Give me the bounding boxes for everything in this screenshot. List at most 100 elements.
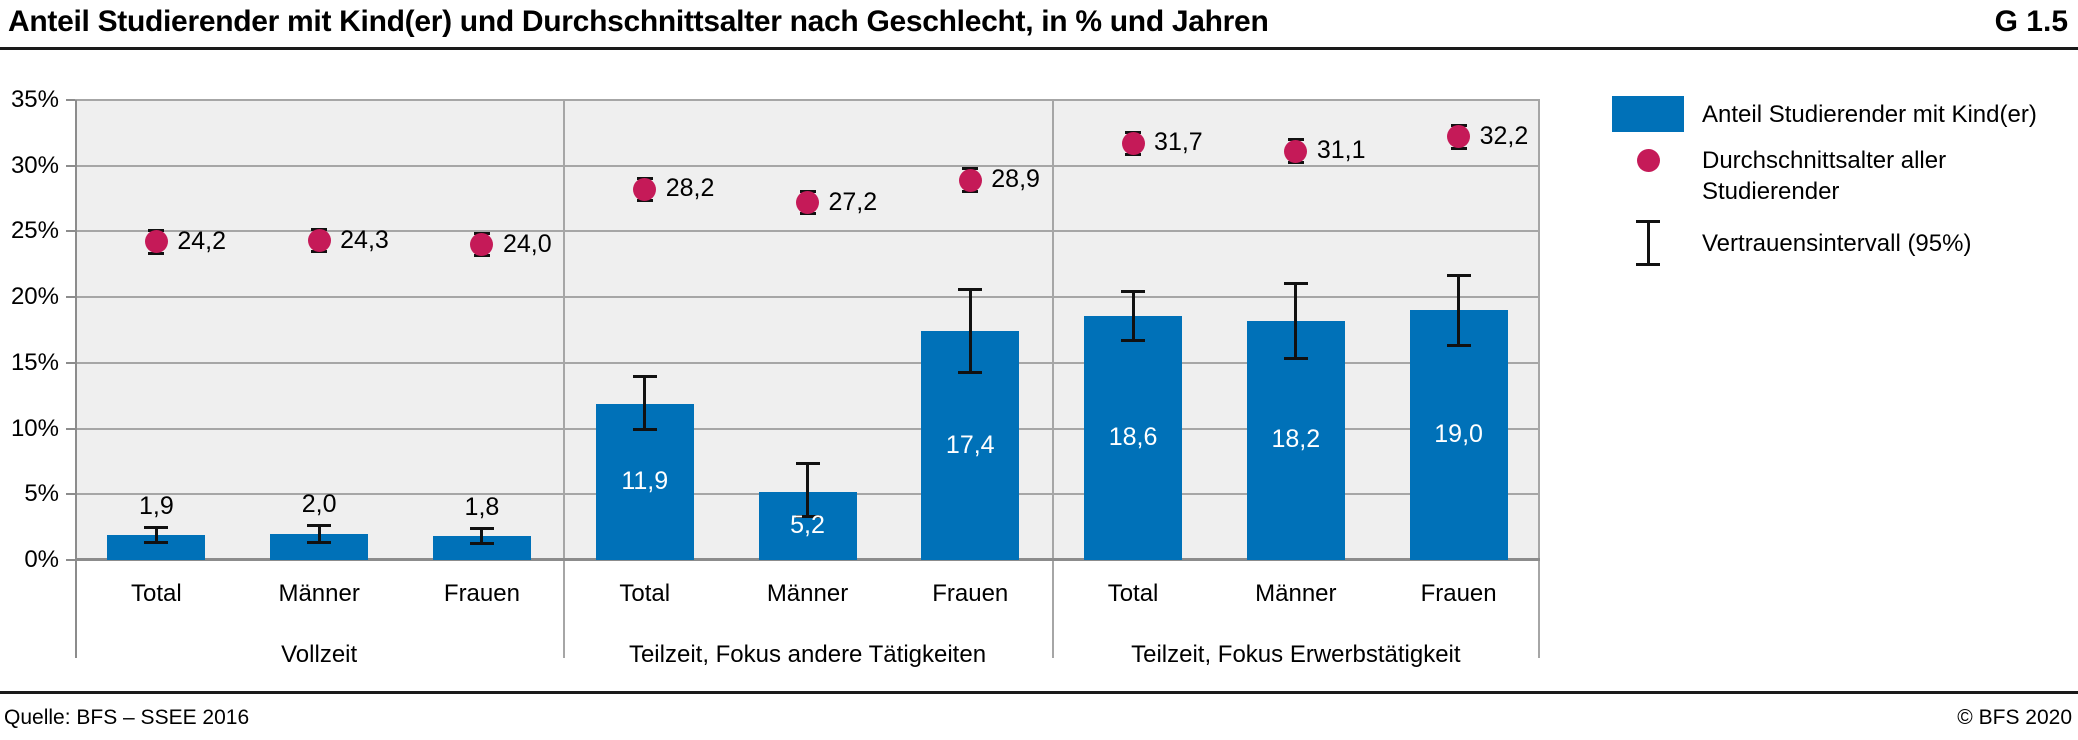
y-axis-tick: [66, 230, 75, 233]
age-value-label: 31,1: [1316, 136, 1366, 165]
x-category-label: Frauen: [1420, 580, 1497, 607]
x-category-label: Männer: [278, 580, 360, 607]
age-dot: [144, 230, 168, 254]
error-bar-cap: [958, 371, 983, 375]
x-category-label: Total: [1107, 580, 1159, 607]
error-bar-cap: [307, 523, 332, 527]
error-bar-line: [968, 289, 972, 374]
age-dot: [1121, 131, 1145, 155]
error-bar-cap: [144, 526, 169, 530]
gridline: [75, 296, 1540, 299]
x-category-label: Männer: [1255, 580, 1337, 607]
age-value-label: 27,2: [828, 187, 878, 216]
error-bar-line: [643, 376, 647, 430]
x-category-label: Total: [619, 580, 671, 607]
y-axis-label: 10%: [10, 414, 59, 442]
error-bar-line: [1294, 282, 1298, 359]
x-group-label: Teilzeit, Fokus Erwerbstätigkeit: [1131, 641, 1461, 668]
bar-value-label: 18,6: [1108, 422, 1158, 451]
y-axis-label: 20%: [10, 283, 59, 311]
y-axis-tick: [66, 99, 75, 101]
age-error-bar-cap: [148, 251, 165, 255]
bar: [1246, 320, 1345, 560]
legend-label: Durchschnittsalter aller Studierender: [1702, 147, 1947, 205]
legend-label: Vertrauensintervall (95%): [1702, 229, 1972, 257]
gridline: [75, 230, 1540, 233]
bar-value-label: 1,9: [138, 492, 174, 521]
error-bar-icon: [1636, 220, 1660, 266]
y-axis-tick: [66, 296, 75, 299]
error-bar-cap: [307, 540, 332, 544]
age-value-label: 28,9: [991, 165, 1040, 194]
error-bar-cap: [632, 375, 657, 378]
age-dot: [796, 191, 819, 214]
x-category-label: Total: [131, 580, 182, 607]
y-axis-tick: [66, 493, 75, 496]
x-group-label: Teilzeit, Fokus andere Tätigkeiten: [628, 641, 987, 668]
gridline: [75, 361, 1540, 364]
error-bar-line: [1457, 274, 1461, 346]
error-bar-cap: [1283, 356, 1308, 360]
error-bar-cap: [1446, 343, 1471, 347]
age-dot: [1447, 125, 1471, 149]
group-divider: [1051, 100, 1054, 658]
legend-item-bars: Anteil Studierender mit Kind(er): [1612, 96, 2074, 132]
x-category-label: Frauen: [443, 580, 520, 607]
error-bar-cap: [632, 427, 657, 431]
group-divider: [563, 100, 566, 658]
y-axis-label: 15%: [10, 348, 59, 376]
y-axis-label: 35%: [10, 86, 59, 113]
plot-frame-line: [75, 100, 77, 658]
dot-icon: [1636, 149, 1660, 172]
error-bar-cap: [469, 527, 494, 531]
bar-value-label: 5,2: [790, 510, 825, 539]
bar: [1084, 315, 1183, 560]
figure-id: G 1.5: [1994, 5, 2068, 38]
y-axis-label: 0%: [24, 546, 59, 573]
copyright-note: © BFS 2020: [1957, 706, 2072, 729]
bar-value-label: 17,4: [945, 430, 995, 459]
y-axis-tick: [66, 559, 75, 561]
legend-item-confidence-interval: Vertrauensintervall (95%): [1612, 220, 2074, 266]
legend: Anteil Studierender mit Kind(er) Durchsc…: [1612, 96, 2074, 279]
bar-value-label: 2,0: [301, 489, 337, 518]
age-value-label: 24,0: [502, 229, 552, 258]
error-bar-cap: [795, 461, 820, 465]
age-value-label: 32,2: [1479, 121, 1529, 150]
bar-value-label: 1,8: [464, 493, 500, 522]
age-value-label: 24,3: [340, 225, 389, 254]
error-bar-cap: [1121, 338, 1146, 342]
page-title: Anteil Studierender mit Kind(er) und Dur…: [8, 5, 1269, 38]
error-bar-cap: [958, 288, 983, 292]
error-bar-cap: [795, 514, 820, 518]
error-bar-line: [1131, 290, 1135, 341]
age-error-bar-cap: [1450, 146, 1467, 150]
footer-rule: [0, 691, 2078, 694]
y-axis-tick: [66, 427, 75, 430]
error-bar-line: [806, 462, 809, 517]
error-bar-cap: [1121, 289, 1146, 293]
x-category-label: Männer: [766, 580, 849, 607]
error-bar-line: [154, 527, 158, 543]
bar: [432, 536, 531, 560]
y-axis-label: 25%: [10, 217, 59, 245]
gridline: [75, 427, 1540, 430]
x-group-label: Vollzeit: [281, 641, 358, 668]
bar-swatch-icon: [1612, 96, 1684, 132]
age-dot: [958, 168, 982, 192]
error-bar-cap: [144, 540, 169, 544]
age-value-label: 31,7: [1154, 128, 1203, 157]
gridline: [75, 164, 1540, 167]
age-dot: [633, 177, 657, 201]
age-dot: [307, 229, 331, 253]
bar-value-label: 11,9: [621, 466, 669, 495]
bar-value-label: 18,2: [1271, 425, 1321, 454]
plot-frame-line: [1538, 100, 1540, 658]
y-axis-label: 30%: [10, 151, 59, 179]
error-bar-line: [317, 524, 321, 543]
error-bar-line: [480, 528, 484, 545]
error-bar-cap: [1446, 273, 1471, 277]
error-bar-cap: [1283, 281, 1308, 285]
error-bar-cap: [469, 542, 494, 546]
